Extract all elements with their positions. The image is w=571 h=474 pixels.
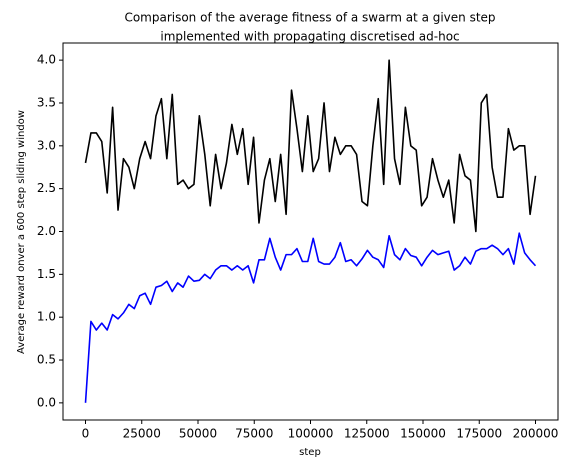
plot-frame <box>62 42 559 421</box>
x-tick-label: 200000 <box>513 427 559 441</box>
x-tick-label: 0 <box>82 427 90 441</box>
y-tick-label: 0.5 <box>37 353 56 367</box>
x-tick-label: 125000 <box>344 427 390 441</box>
y-tick-label: 3.0 <box>37 138 56 152</box>
series-line <box>84 59 537 233</box>
chart-subtitle: implemented with propagating discretised… <box>160 30 459 44</box>
x-tick-label: 100000 <box>288 427 334 441</box>
y-tick-label: 2.5 <box>37 181 56 195</box>
y-tick-label: 4.0 <box>37 53 56 67</box>
x-tick-label: 150000 <box>400 427 446 441</box>
y-tick-label: 1.0 <box>37 310 56 324</box>
y-tick-label: 2.0 <box>37 224 56 238</box>
chart-title: Comparison of the average fitness of a s… <box>124 11 495 25</box>
x-tick-label: 75000 <box>235 427 273 441</box>
x-tick-label: 50000 <box>179 427 217 441</box>
y-axis-label: Average reward onver a 600 step sliding … <box>16 110 27 354</box>
y-tick-label: 1.5 <box>37 267 56 281</box>
series-line <box>84 232 537 403</box>
x-tick-label: 175000 <box>456 427 502 441</box>
x-tick-label: 25000 <box>123 427 161 441</box>
y-tick-label: 0.0 <box>37 395 56 409</box>
y-tick-label: 3.5 <box>37 95 56 109</box>
x-axis-label: step <box>299 447 321 458</box>
